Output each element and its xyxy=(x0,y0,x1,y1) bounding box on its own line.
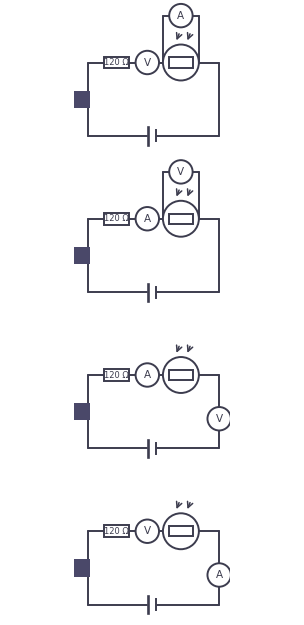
Text: A: A xyxy=(64,94,72,104)
Text: A: A xyxy=(144,370,151,380)
Text: A: A xyxy=(144,214,151,224)
Bar xyxy=(104,213,129,224)
Bar xyxy=(169,58,193,68)
Text: 120 Ω: 120 Ω xyxy=(104,214,128,223)
Circle shape xyxy=(136,363,159,387)
Circle shape xyxy=(169,4,193,28)
Text: C: C xyxy=(64,407,72,417)
Circle shape xyxy=(207,407,231,431)
Bar xyxy=(104,57,129,68)
Polygon shape xyxy=(80,92,89,106)
Circle shape xyxy=(136,519,159,543)
Bar xyxy=(104,369,129,381)
Circle shape xyxy=(163,513,199,549)
Bar xyxy=(169,370,193,380)
Circle shape xyxy=(163,357,199,393)
Polygon shape xyxy=(80,248,89,262)
Text: V: V xyxy=(216,414,223,424)
Text: A: A xyxy=(216,570,223,580)
Text: D: D xyxy=(64,563,72,573)
Text: V: V xyxy=(144,58,151,68)
Text: 120 Ω: 120 Ω xyxy=(104,58,128,67)
Polygon shape xyxy=(80,404,89,419)
Circle shape xyxy=(207,563,231,587)
Circle shape xyxy=(169,160,193,184)
Text: V: V xyxy=(177,167,185,177)
Circle shape xyxy=(136,51,159,74)
Bar xyxy=(55,559,89,576)
Circle shape xyxy=(163,44,199,81)
Bar xyxy=(55,91,89,108)
Polygon shape xyxy=(80,561,89,575)
Bar xyxy=(169,526,193,536)
Bar xyxy=(55,247,89,264)
Text: 120 Ω: 120 Ω xyxy=(104,371,128,379)
Text: V: V xyxy=(144,526,151,536)
Bar xyxy=(55,403,89,420)
Bar xyxy=(104,526,129,537)
Text: 120 Ω: 120 Ω xyxy=(104,527,128,536)
Text: A: A xyxy=(177,11,185,21)
Circle shape xyxy=(163,201,199,237)
Circle shape xyxy=(136,207,159,231)
Text: B: B xyxy=(64,251,72,261)
Bar xyxy=(169,214,193,224)
